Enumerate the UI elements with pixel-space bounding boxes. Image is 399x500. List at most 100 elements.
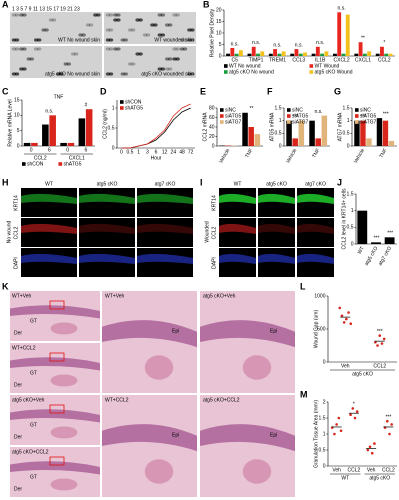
bar [384, 53, 389, 56]
stained-tissue [137, 253, 193, 264]
legend-label: WT Wound [315, 63, 340, 69]
blot-dot [116, 18, 121, 22]
blot-dot [108, 38, 114, 42]
significance-label: n.s. [316, 40, 324, 46]
data-point [373, 442, 376, 445]
group-label: WT [341, 475, 349, 481]
bar [49, 115, 56, 146]
blot-dot [160, 33, 165, 37]
bar [380, 46, 384, 56]
data-point [378, 334, 382, 337]
y-tick-label: 60 [209, 115, 215, 121]
y-tick-label: 0 [279, 143, 282, 149]
legend-swatch [309, 70, 314, 74]
bar [60, 142, 67, 146]
micrograph [137, 218, 193, 247]
stained-tissue [21, 223, 77, 234]
panel-label: I [200, 177, 203, 187]
bar [290, 53, 295, 56]
data-point [388, 432, 391, 436]
blot-dot [88, 23, 94, 27]
blot-dot [26, 57, 31, 61]
y-tick-label: 0 [112, 145, 115, 151]
x-tick-label: Veh [341, 363, 350, 369]
panel-label: H [2, 177, 9, 187]
x-tick-label: IL1B [315, 57, 326, 63]
image-caption: atg5 cKO+CCL2 [12, 449, 49, 455]
legend-label: shCON [125, 99, 142, 105]
data-point [340, 314, 344, 318]
stained-tissue [297, 193, 334, 204]
tissue-layer [10, 461, 100, 475]
significance-label: *** [374, 236, 380, 242]
y-tick-label: 15 [216, 19, 222, 25]
y-tick-label: 20 [216, 7, 222, 13]
bar [366, 138, 372, 146]
significance-label: n.s. [45, 109, 53, 115]
zoom-box [49, 404, 65, 414]
blot-dot [14, 47, 20, 51]
blot-dot [172, 13, 177, 17]
legend-swatch [355, 120, 359, 124]
panel-label: B [203, 0, 210, 9]
bar [226, 53, 230, 56]
region-label: Der [14, 382, 22, 388]
region-label: Der [14, 330, 22, 336]
panel-label: L [300, 281, 306, 291]
legend-swatch [22, 162, 26, 166]
y-tick-label: 0 [212, 143, 215, 149]
tissue-layer [200, 320, 295, 348]
data-point [349, 322, 353, 326]
bar [254, 134, 261, 146]
tissue-feature [242, 355, 272, 380]
y-axis-label: CCL2 (ng/ml) [102, 109, 108, 139]
legend-swatch [287, 108, 291, 112]
legend-label: shATG5 [64, 161, 82, 167]
x-axis-label: Hour [151, 155, 162, 161]
axis-line [327, 402, 397, 467]
x-tick-label: 6 [84, 147, 87, 153]
legend-label: siATG7 [292, 119, 309, 125]
y-tick-label: 0 [323, 359, 326, 365]
legend-swatch [120, 100, 124, 104]
blot-caption: atg5 cKO No wound skin [45, 71, 100, 77]
significance-label: *** [293, 114, 299, 120]
bar [281, 51, 286, 56]
blot-dot [182, 47, 188, 51]
bar [360, 120, 366, 146]
bar [320, 53, 325, 56]
bar [42, 124, 49, 146]
x-tick-label: 6 [48, 147, 51, 153]
y-tick-label: 20 [209, 134, 215, 140]
significance-label: n.s. [252, 40, 260, 46]
blot-dot [187, 72, 192, 76]
blot-dot [179, 47, 185, 51]
stained-tissue [297, 223, 334, 234]
legend-swatch [287, 120, 291, 124]
stained-tissue [258, 253, 295, 264]
x-tick-label: 3 [146, 149, 149, 155]
tissue-layer [10, 305, 100, 319]
bar [273, 49, 278, 56]
group-label: CCL2 [34, 155, 47, 161]
blot-dot [19, 13, 24, 17]
legend-swatch [355, 108, 359, 112]
bar [382, 120, 389, 146]
region-label: Epi [270, 328, 277, 334]
data-point [376, 344, 379, 347]
blot-dot [116, 47, 121, 51]
blot-dot [131, 28, 136, 32]
data-point [349, 413, 352, 417]
blot-dot [41, 28, 46, 32]
bar [303, 52, 307, 56]
significance-label: n.s. [295, 42, 303, 48]
bar [248, 127, 254, 146]
stained-tissue [79, 193, 135, 204]
region-label: GT [30, 474, 37, 480]
x-tick-label: TNF [244, 148, 254, 159]
zoom-box [49, 456, 65, 466]
y-tick-label: 0.5 [275, 131, 282, 137]
blot-dot [160, 13, 165, 17]
legend-swatch [224, 64, 228, 68]
blot-dot [190, 28, 195, 32]
